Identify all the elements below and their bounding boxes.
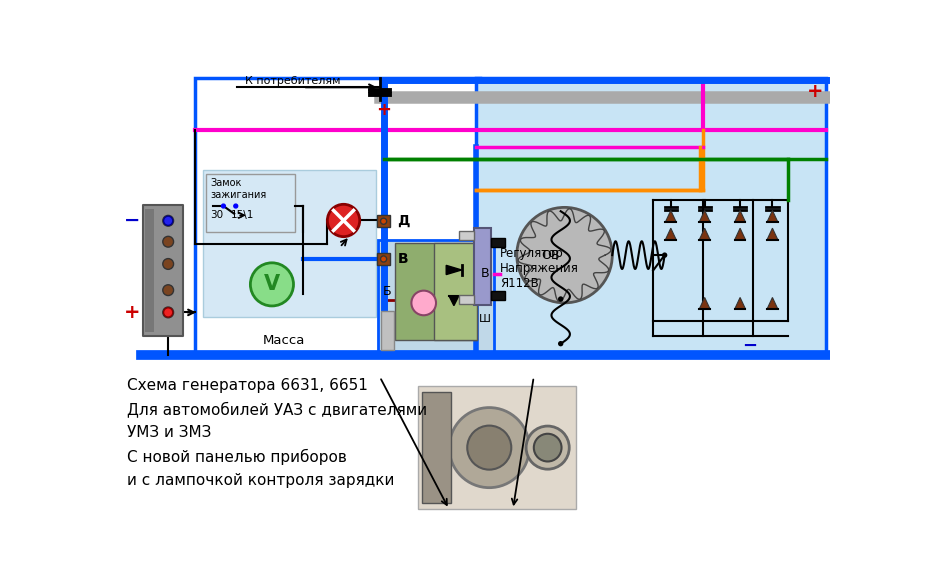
Bar (203, 171, 376, 316)
Bar (395, 243, 476, 340)
Polygon shape (699, 298, 710, 309)
Circle shape (526, 426, 569, 469)
Circle shape (251, 263, 293, 306)
Bar (491, 238, 505, 247)
Circle shape (467, 425, 512, 469)
Text: Ш: Ш (479, 315, 491, 325)
Bar (418, 386, 576, 509)
Circle shape (163, 307, 174, 318)
Bar (206, 174, 295, 232)
Text: В: В (398, 252, 408, 266)
Bar (143, 205, 183, 336)
Circle shape (234, 204, 238, 208)
Bar (145, 209, 154, 332)
Text: В: В (481, 267, 489, 281)
Circle shape (517, 207, 612, 303)
Polygon shape (699, 228, 710, 240)
Text: +: + (807, 83, 823, 101)
Text: +: + (376, 101, 391, 120)
Text: V: V (264, 274, 280, 294)
Polygon shape (767, 298, 778, 309)
Circle shape (558, 341, 563, 346)
Bar (381, 311, 394, 350)
Text: 15\1: 15\1 (231, 210, 254, 220)
Circle shape (163, 258, 174, 270)
Circle shape (380, 256, 387, 262)
Text: Б: Б (382, 284, 391, 298)
Bar (459, 295, 475, 304)
Bar (195, 78, 480, 355)
Text: +: + (124, 303, 141, 322)
Text: 30: 30 (210, 210, 224, 220)
Polygon shape (734, 228, 746, 240)
Circle shape (534, 434, 561, 462)
Bar (491, 291, 505, 300)
Circle shape (380, 218, 387, 224)
Bar (377, 215, 389, 227)
Bar (435, 243, 476, 340)
Polygon shape (767, 228, 778, 240)
Text: Схема генератора 6631, 6651
Для автомобилей УАЗ с двигателями
УМЗ и ЗМЗ
С новой : Схема генератора 6631, 6651 Для автомоби… (127, 379, 427, 488)
Text: Д: Д (398, 214, 410, 228)
Text: Масса: Масса (263, 333, 305, 347)
Bar (459, 231, 475, 240)
Circle shape (163, 236, 174, 247)
Text: Регулятор
Напряжения
Я112В: Регулятор Напряжения Я112В (500, 247, 579, 291)
Polygon shape (734, 298, 746, 309)
Circle shape (221, 204, 226, 208)
Text: ОВ: ОВ (541, 248, 560, 261)
Circle shape (327, 205, 360, 237)
Bar (378, 240, 494, 354)
Circle shape (164, 308, 173, 317)
Circle shape (163, 216, 174, 226)
Text: К потребителям: К потребителям (245, 76, 340, 86)
Bar (422, 392, 451, 503)
Text: −: − (124, 212, 141, 230)
Polygon shape (767, 210, 778, 222)
Polygon shape (699, 210, 710, 222)
Text: Замок
зажигания: Замок зажигания (210, 178, 266, 200)
Polygon shape (446, 265, 462, 275)
Circle shape (163, 285, 174, 295)
Bar (475, 228, 491, 305)
Polygon shape (450, 297, 459, 306)
Circle shape (412, 291, 436, 315)
Polygon shape (665, 228, 676, 240)
Polygon shape (734, 210, 746, 222)
Bar (377, 253, 389, 265)
Polygon shape (665, 210, 676, 222)
Text: −: − (742, 337, 757, 355)
Circle shape (558, 297, 563, 302)
Bar (476, 78, 826, 355)
Circle shape (450, 408, 529, 488)
Circle shape (662, 253, 667, 258)
Circle shape (164, 216, 173, 226)
